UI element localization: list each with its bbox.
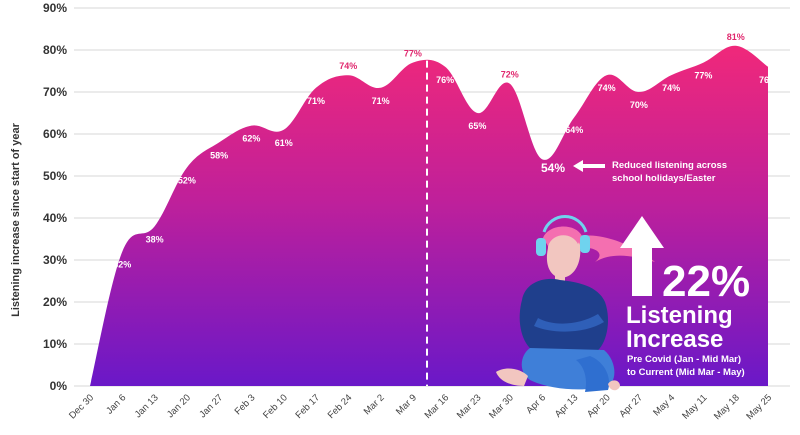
y-tick-label: 60% <box>43 127 67 141</box>
data-label: 76% <box>759 75 777 85</box>
y-tick-label: 0% <box>50 379 68 393</box>
headline-callout: 22% Listening Increase Pre Covid (Jan - … <box>620 216 750 378</box>
x-tick-label: Feb 17 <box>293 392 322 421</box>
x-tick-label: May 25 <box>744 392 774 422</box>
woman-with-headphones-icon <box>496 215 655 392</box>
x-tick-label: Feb 3 <box>233 392 258 417</box>
data-label: 71% <box>307 96 325 106</box>
data-label: 32% <box>113 260 131 270</box>
y-tick-label: 90% <box>43 1 67 15</box>
up-arrow-icon <box>620 216 664 296</box>
x-tick-label: Apr 20 <box>585 392 613 420</box>
x-tick-label: Apr 6 <box>524 392 548 416</box>
data-label: 71% <box>372 96 390 106</box>
x-tick-label: Apr 27 <box>617 392 645 420</box>
x-tick-label: Dec 30 <box>67 392 96 421</box>
y-tick-label: 70% <box>43 85 67 99</box>
x-tick-label: Feb 10 <box>261 392 290 421</box>
holiday-text-line-1: Reduced listening across <box>612 160 727 171</box>
y-tick-label: 50% <box>43 169 67 183</box>
data-labels: 32% 38% 52% 58% 62% 61% 71% 74% 71% 77% 76% 65% 72% 6… <box>113 32 777 270</box>
data-label: 58% <box>210 150 228 160</box>
data-label: 65% <box>468 121 486 131</box>
period-note-line-1: Pre Covid (Jan - Mid Mar) <box>627 354 741 365</box>
y-tick-label: 40% <box>43 211 67 225</box>
data-label: 61% <box>275 138 293 148</box>
headline-word-1: Listening <box>626 302 733 329</box>
data-label: 77% <box>404 49 422 59</box>
data-label: 76% <box>436 75 454 85</box>
y-tick-label: 20% <box>43 295 67 309</box>
holiday-value-label: 54% <box>541 161 565 175</box>
data-label: 77% <box>694 71 712 81</box>
y-axis-ticks: 0% 10% 20% 30% 40% 50% 60% 70% 80% 90% <box>43 1 67 393</box>
x-tick-label: Jan 27 <box>197 392 225 420</box>
y-tick-label: 30% <box>43 253 67 267</box>
x-tick-label: Mar 2 <box>362 392 387 417</box>
x-tick-label: May 11 <box>680 392 709 421</box>
x-tick-label: Jan 20 <box>165 392 193 420</box>
x-tick-label: Mar 30 <box>487 392 516 421</box>
data-label: 74% <box>598 83 616 93</box>
x-tick-label: Mar 16 <box>423 392 452 421</box>
headline-percent: 22% <box>662 257 750 306</box>
x-tick-label: Mar 23 <box>455 392 484 421</box>
x-tick-label: May 4 <box>651 392 677 418</box>
data-label: 62% <box>242 134 260 144</box>
holiday-text-line-2: school holidays/Easter <box>612 173 716 184</box>
data-label: 74% <box>339 61 357 71</box>
x-tick-label: May 18 <box>712 392 742 422</box>
x-axis-ticks: Dec 30 Jan 6 Jan 13 Jan 20 Jan 27 Feb 3 Feb 10… <box>67 392 774 422</box>
y-axis-label: Listening increase since start of year <box>10 122 22 317</box>
headline-word-2: Increase <box>626 326 723 353</box>
data-label: 74% <box>662 83 680 93</box>
left-arrow-icon <box>573 160 605 172</box>
data-label: 72% <box>501 70 519 80</box>
data-label: 64% <box>565 125 583 135</box>
data-label: 81% <box>727 32 745 42</box>
x-tick-label: Apr 13 <box>553 392 581 420</box>
x-tick-label: Jan 6 <box>104 392 128 416</box>
y-tick-label: 10% <box>43 337 67 351</box>
period-note-line-2: to Current (Mid Mar - May) <box>627 367 745 378</box>
x-tick-label: Jan 13 <box>133 392 161 420</box>
data-label: 38% <box>146 234 164 244</box>
holiday-annotation: 54% Reduced listening across school holi… <box>541 160 727 184</box>
x-tick-label: Mar 9 <box>394 392 419 417</box>
data-label: 52% <box>178 176 196 186</box>
x-tick-label: Feb 24 <box>326 392 355 421</box>
data-label: 70% <box>630 100 648 110</box>
y-tick-label: 80% <box>43 43 67 57</box>
